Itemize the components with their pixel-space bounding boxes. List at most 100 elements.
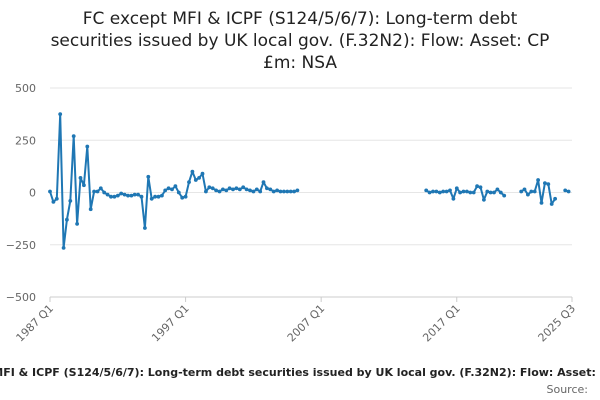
data-point[interactable] [234,186,239,191]
data-point[interactable] [122,192,127,197]
data-point[interactable] [200,171,205,176]
data-point[interactable] [549,202,554,206]
data-point[interactable] [543,181,547,186]
data-point[interactable] [176,190,181,195]
data-point[interactable] [519,189,524,194]
data-point[interactable] [468,190,473,195]
data-point[interactable] [424,188,429,193]
data-point[interactable] [156,194,161,199]
data-point[interactable] [526,192,530,197]
data-point[interactable] [160,193,164,198]
data-point[interactable] [278,189,283,194]
data-point[interactable] [68,199,73,203]
data-point[interactable] [478,185,483,190]
data-point[interactable] [170,187,174,192]
data-point[interactable] [102,190,107,195]
data-point[interactable] [224,188,229,193]
data-point[interactable] [495,187,500,192]
data-point[interactable] [441,189,446,194]
data-point[interactable] [129,193,134,198]
data-point[interactable] [492,190,496,195]
data-point[interactable] [92,189,96,194]
data-point[interactable] [132,192,137,197]
data-point[interactable] [183,194,188,199]
data-point[interactable] [258,189,263,194]
data-point[interactable] [149,196,154,201]
data-point[interactable] [465,189,469,194]
data-point[interactable] [105,192,110,197]
data-point[interactable] [536,178,540,182]
data-point[interactable] [529,189,534,194]
data-point[interactable] [268,187,273,192]
data-point[interactable] [434,189,439,194]
data-point[interactable] [54,196,59,201]
data-point[interactable] [217,189,222,194]
data-point[interactable] [48,189,52,194]
data-point[interactable] [431,189,435,194]
data-point[interactable] [163,188,168,193]
data-point[interactable] [78,176,83,180]
data-point[interactable] [85,144,90,149]
data-point[interactable] [173,184,178,189]
data-point[interactable] [146,174,151,179]
data-point[interactable] [288,189,293,194]
data-point[interactable] [282,189,286,194]
data-point[interactable] [98,186,103,191]
data-point[interactable] [444,189,449,194]
data-point[interactable] [58,112,63,116]
data-point[interactable] [204,189,208,194]
data-point[interactable] [254,187,259,192]
data-point[interactable] [522,187,527,192]
data-point[interactable] [61,246,66,250]
data-point[interactable] [546,182,551,187]
data-point[interactable] [112,194,117,199]
data-point[interactable] [82,183,86,188]
data-point[interactable] [295,188,300,193]
data-point[interactable] [75,222,79,226]
data-point[interactable] [231,187,235,192]
data-point[interactable] [502,193,507,198]
data-point[interactable] [71,134,76,139]
data-point[interactable] [458,190,462,195]
data-point[interactable] [427,190,432,195]
data-point[interactable] [566,189,571,194]
data-point[interactable] [275,188,279,193]
data-point[interactable] [126,193,130,198]
data-point[interactable] [95,189,100,194]
data-point[interactable] [448,188,452,193]
data-point[interactable] [265,186,269,191]
data-point[interactable] [437,190,442,195]
data-point[interactable] [193,178,198,182]
data-point[interactable] [475,184,479,189]
data-point[interactable] [197,176,202,180]
data-point[interactable] [180,195,185,200]
data-point[interactable] [143,226,147,230]
data-point[interactable] [248,188,252,193]
data-point[interactable] [292,189,296,194]
data-point[interactable] [498,190,503,195]
data-point[interactable] [166,186,171,191]
data-point[interactable] [237,187,242,192]
data-point[interactable] [461,189,466,194]
data-point[interactable] [221,187,225,192]
data-point[interactable] [139,194,144,199]
data-point[interactable] [153,194,158,199]
data-point[interactable] [227,186,232,191]
data-point[interactable] [65,217,69,222]
data-point[interactable] [207,185,212,190]
data-point[interactable] [214,188,219,193]
data-point[interactable] [115,193,120,198]
data-point[interactable] [471,190,476,195]
data-point[interactable] [532,189,537,194]
data-point[interactable] [187,180,191,185]
data-point[interactable] [51,200,56,204]
data-point[interactable] [454,186,459,191]
data-point[interactable] [244,187,249,192]
data-point[interactable] [251,189,256,194]
data-point[interactable] [241,185,246,190]
data-point[interactable] [563,188,568,193]
data-point[interactable] [261,180,266,185]
data-point[interactable] [190,169,195,174]
data-point[interactable] [271,189,276,194]
data-point[interactable] [451,196,456,201]
